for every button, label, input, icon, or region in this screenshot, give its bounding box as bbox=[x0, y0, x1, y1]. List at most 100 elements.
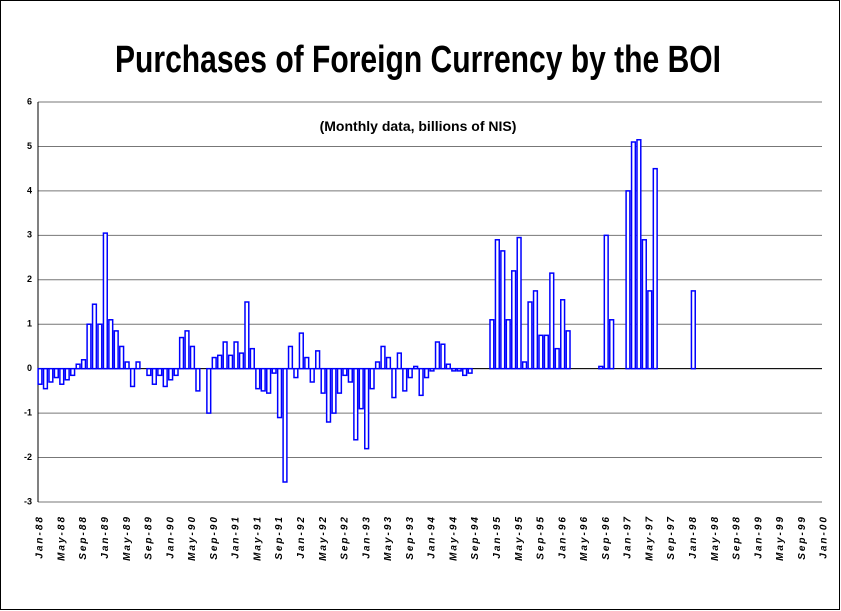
bar bbox=[625, 190, 631, 370]
bar bbox=[304, 356, 310, 370]
bar bbox=[641, 239, 647, 370]
bar bbox=[211, 356, 217, 370]
bar bbox=[178, 336, 185, 370]
bar bbox=[124, 361, 130, 370]
bar bbox=[97, 323, 103, 370]
x-tick-label: May-93 bbox=[383, 515, 394, 561]
x-tick-label: May-99 bbox=[775, 515, 786, 561]
y-tick-label: -1 bbox=[24, 407, 32, 417]
bar bbox=[560, 299, 566, 370]
bar bbox=[396, 352, 402, 370]
bar bbox=[59, 367, 65, 385]
bar bbox=[113, 330, 119, 370]
bar bbox=[64, 367, 70, 381]
x-tick-label: Jan-96 bbox=[557, 515, 568, 559]
bar bbox=[494, 239, 500, 370]
bar bbox=[380, 345, 386, 370]
x-tick-label: Jan-88 bbox=[35, 515, 46, 559]
x-tick-label: Jan-93 bbox=[361, 515, 372, 559]
x-tick-label: May-98 bbox=[710, 515, 721, 561]
chart-subtitle: (Monthly data, billions of NIS) bbox=[320, 118, 517, 134]
x-tick-label: May-92 bbox=[318, 515, 329, 561]
x-tick-label: Jan-91 bbox=[231, 515, 242, 559]
x-tick-label: Sep-96 bbox=[601, 515, 612, 560]
bar bbox=[135, 361, 141, 370]
bar bbox=[48, 367, 54, 383]
x-tick-label: Sep-91 bbox=[274, 515, 285, 560]
y-tick-label: -2 bbox=[24, 452, 32, 462]
bar bbox=[189, 345, 196, 370]
bar bbox=[342, 367, 348, 377]
y-tick-label: 3 bbox=[27, 230, 32, 240]
bar bbox=[418, 367, 424, 397]
bar bbox=[598, 365, 604, 370]
bar bbox=[500, 250, 506, 370]
bar bbox=[554, 347, 560, 370]
bar bbox=[636, 139, 642, 370]
x-tick-label: Sep-99 bbox=[797, 515, 808, 560]
bar bbox=[91, 303, 98, 370]
bar bbox=[521, 361, 528, 370]
bar bbox=[157, 367, 163, 377]
bar bbox=[151, 367, 157, 385]
bar bbox=[331, 367, 337, 414]
bar bbox=[690, 290, 696, 370]
x-tick-label: Sep-88 bbox=[78, 515, 89, 560]
x-tick-label: May-91 bbox=[252, 515, 263, 561]
bar bbox=[423, 367, 430, 379]
bar bbox=[429, 367, 435, 372]
bar bbox=[75, 363, 81, 370]
x-tick-label: Sep-97 bbox=[666, 515, 677, 560]
bar bbox=[516, 236, 522, 370]
bar bbox=[238, 352, 245, 370]
x-tick-label: Jan-97 bbox=[623, 515, 634, 559]
y-tick-label: 2 bbox=[27, 274, 32, 284]
bar bbox=[347, 367, 353, 383]
bar bbox=[260, 367, 266, 392]
bar bbox=[282, 367, 288, 483]
y-tick-label: -3 bbox=[24, 496, 32, 506]
chart-title: Purchases of Foreign Currency by the BOI bbox=[115, 39, 721, 81]
x-tick-label: Jan-89 bbox=[100, 515, 111, 559]
bar bbox=[391, 367, 397, 399]
bar bbox=[527, 301, 533, 370]
bar bbox=[206, 367, 212, 414]
bar bbox=[462, 367, 468, 377]
bar bbox=[119, 345, 125, 370]
x-tick-label: May-95 bbox=[514, 515, 525, 561]
x-tick-label: May-90 bbox=[187, 515, 198, 561]
x-tick-label: Sep-94 bbox=[470, 515, 481, 560]
y-tick-label: 1 bbox=[27, 319, 32, 329]
bar bbox=[603, 234, 609, 370]
bar bbox=[320, 367, 326, 394]
x-tick-label: Jan-90 bbox=[165, 515, 176, 559]
bar bbox=[217, 354, 223, 370]
bar bbox=[532, 290, 539, 370]
bar bbox=[630, 141, 637, 370]
bar bbox=[543, 334, 549, 370]
y-tick-label: 4 bbox=[27, 185, 32, 195]
bar bbox=[364, 367, 370, 450]
bar bbox=[102, 232, 108, 370]
bar bbox=[276, 367, 283, 419]
x-tick-label: May-94 bbox=[448, 515, 459, 561]
x-tick-label: Jan-95 bbox=[492, 515, 503, 559]
bar bbox=[184, 330, 190, 370]
bar bbox=[249, 347, 255, 370]
bar bbox=[42, 367, 49, 390]
bar bbox=[336, 367, 343, 394]
x-tick-label: May-88 bbox=[56, 515, 67, 561]
bar bbox=[652, 167, 658, 370]
x-tick-label: May-89 bbox=[122, 515, 133, 561]
bar bbox=[385, 356, 392, 370]
x-tick-label: Sep-90 bbox=[209, 515, 220, 560]
x-tick-label: Jan-92 bbox=[296, 515, 307, 559]
x-tick-label: May-96 bbox=[579, 515, 590, 561]
bar bbox=[647, 290, 653, 370]
bar bbox=[538, 334, 544, 370]
bar bbox=[266, 367, 272, 394]
bar bbox=[37, 367, 43, 385]
x-tick-label: Jan-94 bbox=[427, 515, 438, 559]
bar bbox=[108, 319, 114, 370]
y-tick-label: 6 bbox=[27, 96, 32, 106]
